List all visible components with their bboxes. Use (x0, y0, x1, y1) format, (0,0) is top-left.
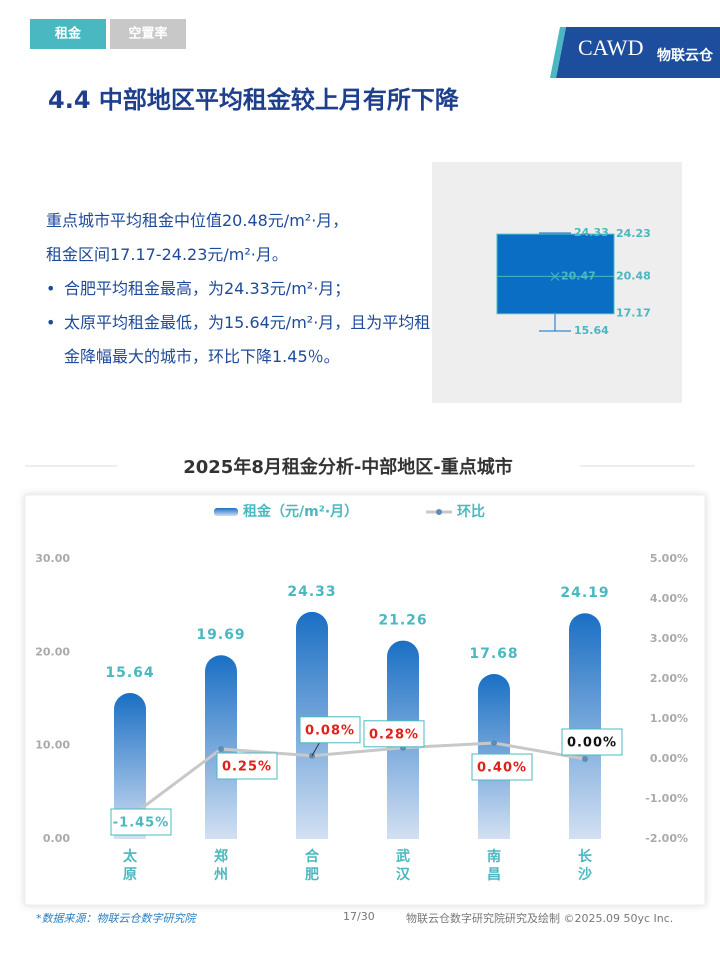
y-tick-label: 10.00 (35, 739, 70, 752)
box (496, 233, 615, 315)
y2-tick-label: 5.00% (650, 552, 688, 565)
y-tick-label: 0.00 (43, 832, 70, 845)
value-label: 0.40% (477, 761, 527, 776)
bullet: 合肥平均租金最高，为24.33元/m²·月； (46, 272, 436, 306)
point (582, 756, 588, 762)
value-label-box (110, 808, 172, 836)
line (129, 741, 586, 819)
y-tick-label: 20.00 (35, 645, 70, 658)
value-label: 0.08% (305, 723, 355, 738)
bar-label: 15.64 (105, 665, 154, 681)
legend-label: 租金（元/m²·月） (243, 503, 358, 520)
source: *数据来源：物联云仓数字研究院 (36, 912, 196, 925)
bar (569, 613, 601, 839)
bar-label: 21.26 (378, 613, 427, 629)
summary-line: 重点城市平均租金中位值20.48元/m²·月， (46, 211, 349, 230)
y-tick-label: 30.00 (35, 552, 70, 565)
bar-label: 24.19 (560, 585, 609, 601)
tab-label[interactable]: 租金 (55, 26, 82, 42)
value-label: 0.25% (222, 760, 272, 775)
bar-label: 24.33 (287, 584, 336, 600)
summary-line: 租金区间17.17-24.23元/m²·月。 (46, 245, 288, 264)
value-label-box (216, 752, 278, 780)
credit: 物联云仓数字研究院研究及绘制 ©2025.09 50yc Inc. (406, 912, 674, 925)
tab-active[interactable] (30, 19, 106, 49)
tab[interactable] (110, 19, 186, 49)
value-label: 0.00% (567, 736, 617, 751)
x-tick-label: 武汉 (396, 848, 411, 883)
y2-tick-label: -1.00% (645, 792, 688, 805)
x-tick-label: 太原 (123, 848, 138, 883)
box-label: 24.33 (574, 226, 609, 239)
x-tick-label: 郑州 (213, 848, 228, 883)
tab-label[interactable]: 空置率 (128, 26, 167, 42)
box-label: 20.47 (561, 270, 596, 283)
bullet: 太原平均租金最低，为15.64元/m²·月，且为平均租金降幅最大的城市，环比下降… (46, 306, 436, 374)
chart-title: 2025年8月租金分析-中部地区-重点城市 (183, 456, 513, 478)
y2-tick-label: 4.00% (650, 592, 688, 605)
y2-tick-label: 3.00% (650, 632, 688, 645)
y2-tick-label: 0.00% (650, 752, 688, 765)
y2-tick-label: -2.00% (645, 832, 688, 845)
box-label: 24.23 (616, 227, 651, 240)
summary: 重点城市平均租金中位值20.48元/m²·月， 租金区间17.17-24.23元… (46, 204, 436, 374)
y2-tick-label: 2.00% (650, 672, 688, 685)
title-pill (117, 450, 580, 486)
value-label-box (363, 720, 425, 748)
value-label-box (471, 753, 533, 781)
leader (311, 741, 321, 757)
y2-tick-label: 1.00% (650, 712, 688, 725)
value-label-box (561, 728, 623, 756)
legend-swatch (436, 509, 442, 515)
box-label: 15.64 (574, 324, 609, 337)
heading: 4.4 中部地区平均租金较上月有所下降 (48, 86, 459, 114)
bar-label: 19.69 (196, 627, 245, 643)
logo-stripe (550, 27, 566, 78)
legend-swatch (214, 508, 238, 516)
x-tick-label: 长沙 (578, 848, 593, 883)
x-tick-label: 南昌 (487, 848, 501, 883)
point (491, 740, 497, 746)
value-label: 0.28% (369, 727, 419, 742)
box-label: 17.17 (616, 307, 651, 320)
logo-name: 物联云仓 (657, 47, 714, 64)
bar (114, 693, 146, 839)
value-label: -1.45% (113, 816, 170, 831)
logo-brand: CAWD (578, 35, 643, 60)
bar-label: 17.68 (469, 646, 518, 662)
logo-bg (556, 27, 720, 78)
mean-marker (550, 272, 560, 281)
box-label: 20.48 (616, 269, 651, 282)
point (218, 746, 224, 752)
x-tick-label: 合肥 (305, 848, 320, 883)
page-number: 17/30 (343, 910, 375, 923)
value-label-box (299, 716, 361, 744)
legend-label: 环比 (457, 503, 485, 520)
